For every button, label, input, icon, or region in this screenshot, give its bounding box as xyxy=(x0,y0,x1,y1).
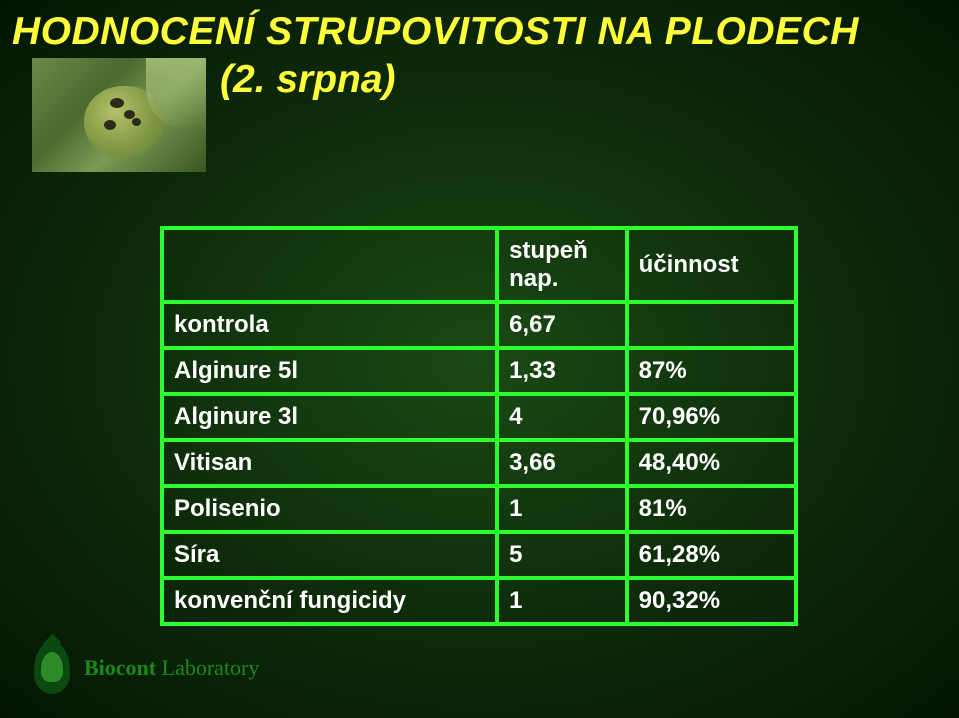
cell-val: 1 xyxy=(497,486,627,532)
table-header-row: stupeň nap. účinnost xyxy=(162,228,796,302)
cell-val: 1 xyxy=(497,578,627,624)
apple-scab-photo xyxy=(32,58,206,172)
cell-eff xyxy=(627,302,796,348)
slide-title-line2: (2. srpna) xyxy=(220,58,396,102)
cell-label: konvenční fungicidy xyxy=(162,578,497,624)
cell-label: Alginure 5l xyxy=(162,348,497,394)
cell-eff: 61,28% xyxy=(627,532,796,578)
cell-val: 1,33 xyxy=(497,348,627,394)
cell-label: Polisenio xyxy=(162,486,497,532)
footer-brand: Biocont Laboratory xyxy=(84,655,259,681)
cell-val: 5 xyxy=(497,532,627,578)
table-row: kontrola 6,67 xyxy=(162,302,796,348)
table-row: Polisenio 1 81% xyxy=(162,486,796,532)
footer: Biocont Laboratory xyxy=(28,640,259,696)
slide-title-line1: HODNOCENÍ STRUPOVITOSTI NA PLODECH xyxy=(12,10,859,54)
table-row: konvenční fungicidy 1 90,32% xyxy=(162,578,796,624)
results-table: stupeň nap. účinnost kontrola 6,67 Algin… xyxy=(160,226,798,626)
cell-eff: 87% xyxy=(627,348,796,394)
header-eff: účinnost xyxy=(627,228,796,302)
table-row: Síra 5 61,28% xyxy=(162,532,796,578)
biocont-logo-icon xyxy=(28,640,76,696)
footer-brand-name: Biocont xyxy=(84,655,156,680)
cell-val: 3,66 xyxy=(497,440,627,486)
table-row: Alginure 5l 1,33 87% xyxy=(162,348,796,394)
header-val: stupeň nap. xyxy=(497,228,627,302)
cell-eff: 70,96% xyxy=(627,394,796,440)
table-row: Vitisan 3,66 48,40% xyxy=(162,440,796,486)
cell-eff: 81% xyxy=(627,486,796,532)
cell-label: Síra xyxy=(162,532,497,578)
table-row: Alginure 3l 4 70,96% xyxy=(162,394,796,440)
footer-brand-suffix: Laboratory xyxy=(162,655,260,680)
cell-label: Vitisan xyxy=(162,440,497,486)
cell-val: 4 xyxy=(497,394,627,440)
cell-val: 6,67 xyxy=(497,302,627,348)
cell-label: kontrola xyxy=(162,302,497,348)
cell-eff: 90,32% xyxy=(627,578,796,624)
cell-label: Alginure 3l xyxy=(162,394,497,440)
cell-eff: 48,40% xyxy=(627,440,796,486)
header-label xyxy=(162,228,497,302)
